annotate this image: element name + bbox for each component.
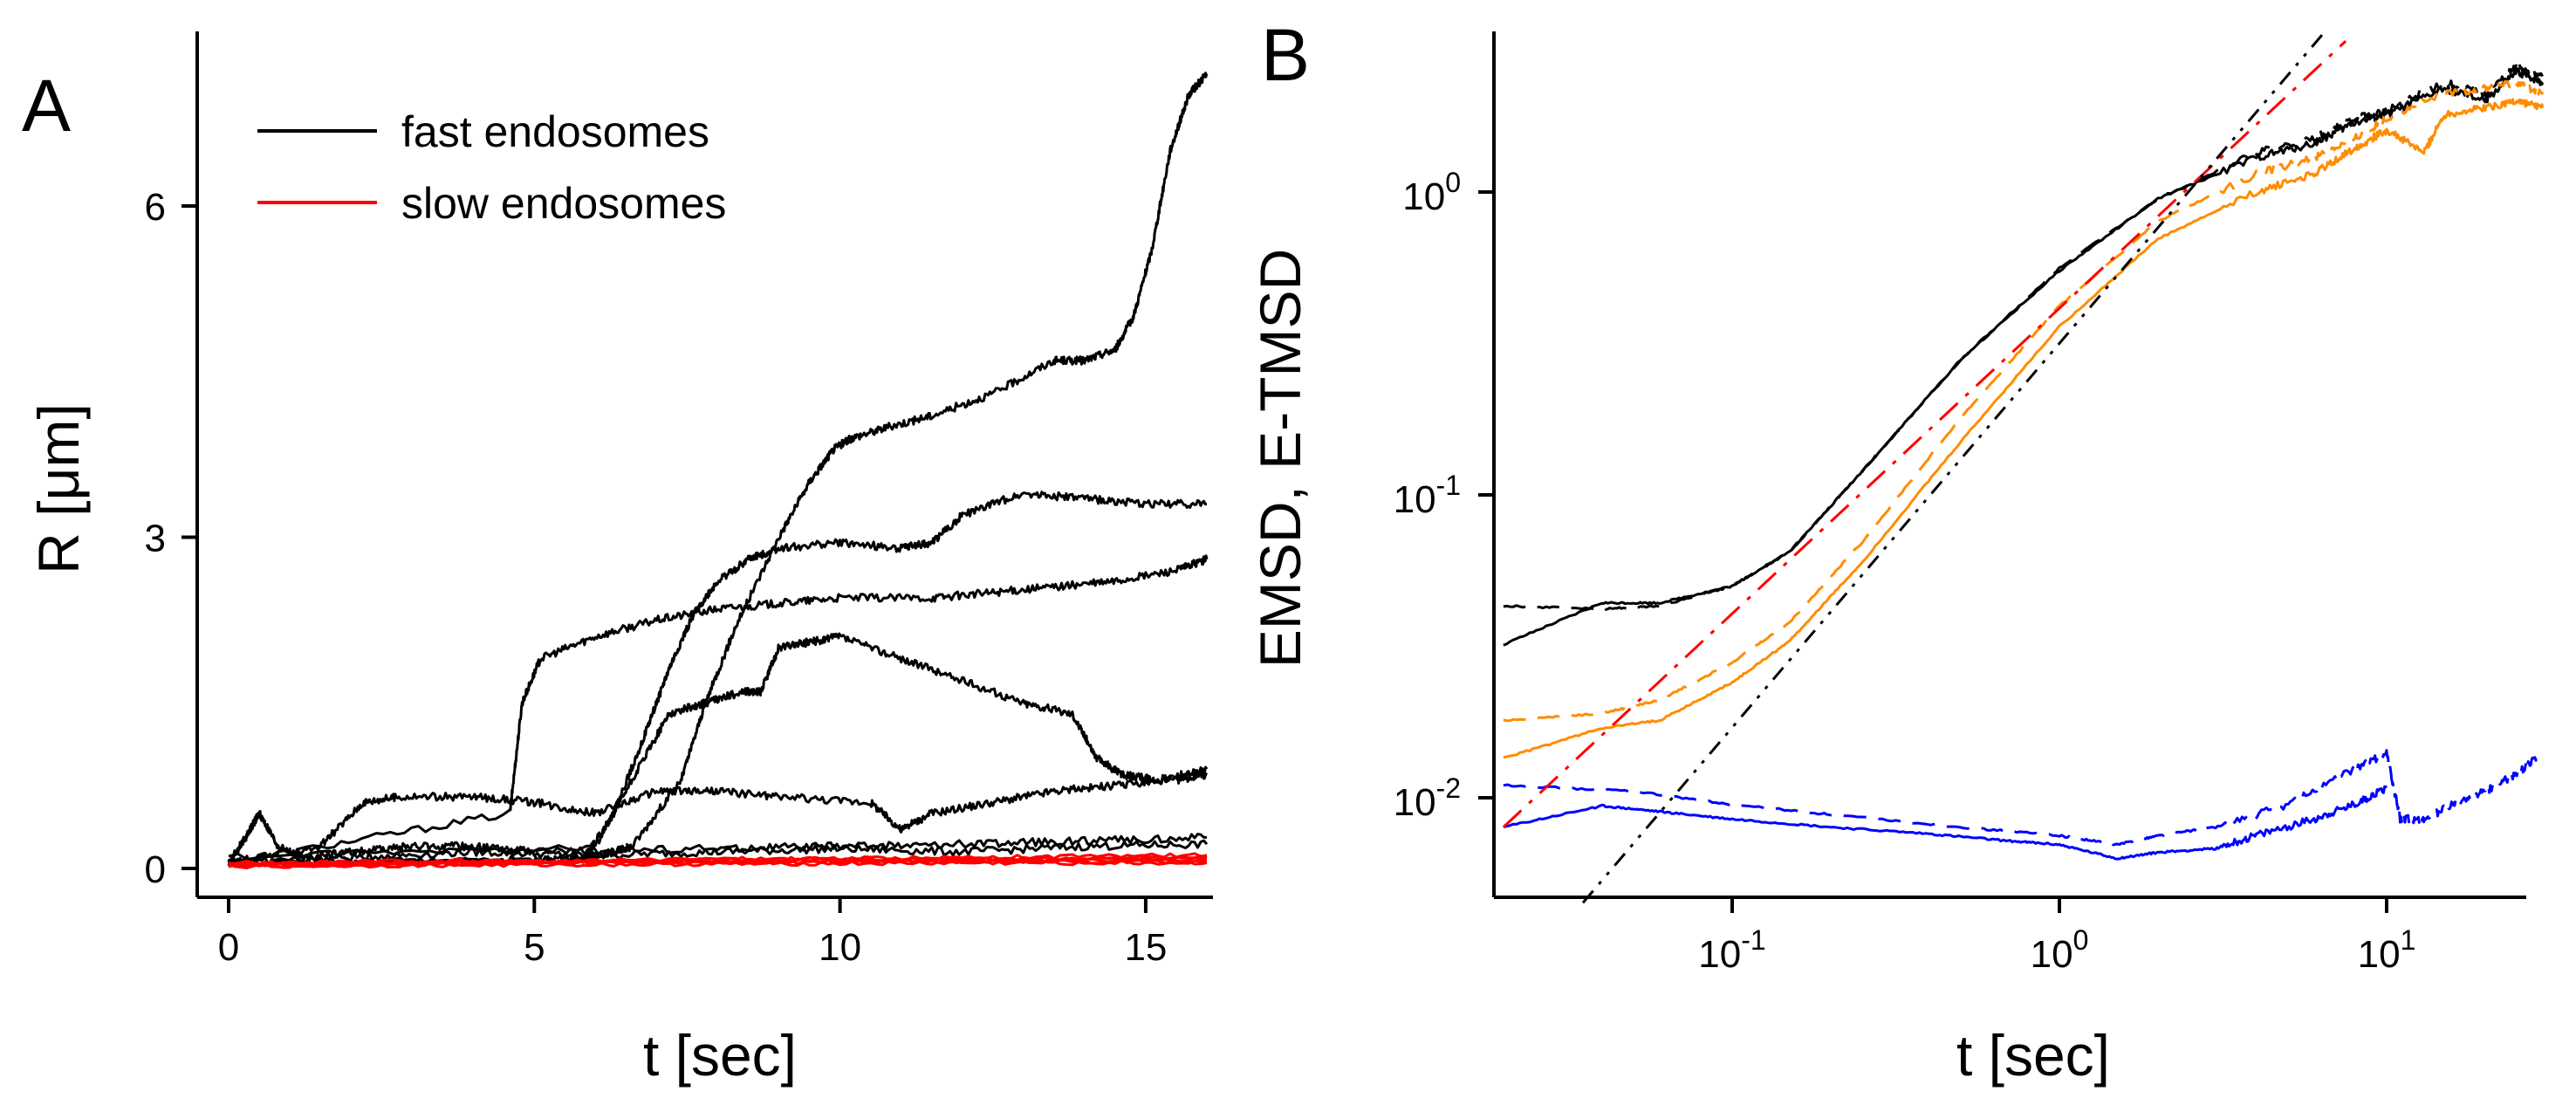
panel-a-plot-lines [227, 72, 1209, 869]
panel-b-x-tick-label-exponent: 1 [2401, 924, 2416, 956]
panel-a-y-tick-label: 0 [145, 848, 166, 891]
panel-b-plot-lines [1502, 30, 2545, 904]
panel-b-x-tick-label-exponent: 0 [2073, 924, 2089, 956]
panel-b-series-line [1503, 67, 2545, 647]
panel-b-y-tick-label-exponent: 0 [1445, 167, 1461, 198]
panel-b-x-tick-label: 10-1 [1698, 924, 1765, 976]
panel-b-series-line [1503, 98, 2545, 759]
legend-label-fast: fast endosomes [401, 107, 709, 156]
panel-b-x-tick-label-base: 10 [2031, 933, 2073, 976]
panel-b-x-ticks: 10-1 100 101 [1698, 897, 2415, 976]
panel-b-series-line [1503, 749, 2545, 847]
panel-b-series-line [1503, 785, 2388, 861]
panel-b-series-line [1503, 79, 2545, 723]
panel-b-series-line [1581, 30, 2326, 904]
panel-b-series-line [1502, 40, 2347, 828]
panel-a-letter: A [22, 65, 71, 147]
panel-a: A 0 5 10 15 0 3 6 t [sec] R [μm] fast endosom… [22, 31, 1213, 1088]
panel-b-y-tick-label-base: 10 [1394, 478, 1436, 521]
panel-a-x-tick-label: 10 [819, 926, 861, 969]
panel-b-x-tick-label-exponent: -1 [1741, 924, 1765, 956]
panel-a-series-line [228, 855, 1208, 868]
panel-a-series-line [227, 770, 1209, 867]
panel-a-x-tick-label: 15 [1124, 926, 1167, 969]
panel-b-y-tick-label-base: 10 [1394, 781, 1436, 824]
panel-a-series-line [228, 491, 1208, 867]
panel-b-letter: B [1261, 14, 1310, 96]
panel-b-y-tick-label-exponent: -1 [1436, 470, 1461, 501]
panel-b-y-tick-label: 10-2 [1394, 772, 1461, 824]
panel-b-x-axis-title: t [sec] [1956, 1023, 2110, 1088]
panel-b-y-tick-label-exponent: -2 [1436, 772, 1461, 804]
panel-a-series-line [228, 632, 1209, 861]
panel-b-x-tick-label-base: 10 [1698, 933, 1741, 976]
panel-a-y-tick-label: 3 [145, 518, 166, 560]
panel-b-series-line [1503, 61, 2545, 611]
panel-a-series-line [227, 839, 1209, 868]
panel-a-x-ticks: 0 5 10 15 [218, 897, 1167, 969]
panel-b-x-tick-label-base: 10 [2358, 933, 2401, 976]
panel-a-x-tick-label: 0 [218, 926, 239, 969]
panel-a-legend: fast endosomes slow endosomes [257, 107, 726, 228]
panel-a-y-ticks: 0 3 6 [145, 186, 197, 891]
panel-b-y-axis-title: EMSD, E-TMSD [1248, 249, 1312, 668]
panel-a-x-axis-title: t [sec] [643, 1023, 797, 1088]
panel-b-y-tick-label-base: 10 [1402, 175, 1445, 218]
panel-a-x-tick-label: 5 [524, 926, 545, 969]
panel-b-y-tick-label: 10-1 [1394, 470, 1461, 521]
panel-a-y-tick-label: 6 [145, 186, 166, 229]
panel-a-series-line [228, 554, 1209, 867]
panel-b-x-tick-label: 100 [2031, 924, 2089, 976]
panel-b-y-tick-label: 100 [1402, 167, 1461, 218]
legend-label-slow: slow endosomes [401, 179, 726, 228]
panel-a-y-axis-title: R [μm] [26, 403, 91, 574]
panel-b-x-tick-label: 101 [2358, 924, 2416, 976]
